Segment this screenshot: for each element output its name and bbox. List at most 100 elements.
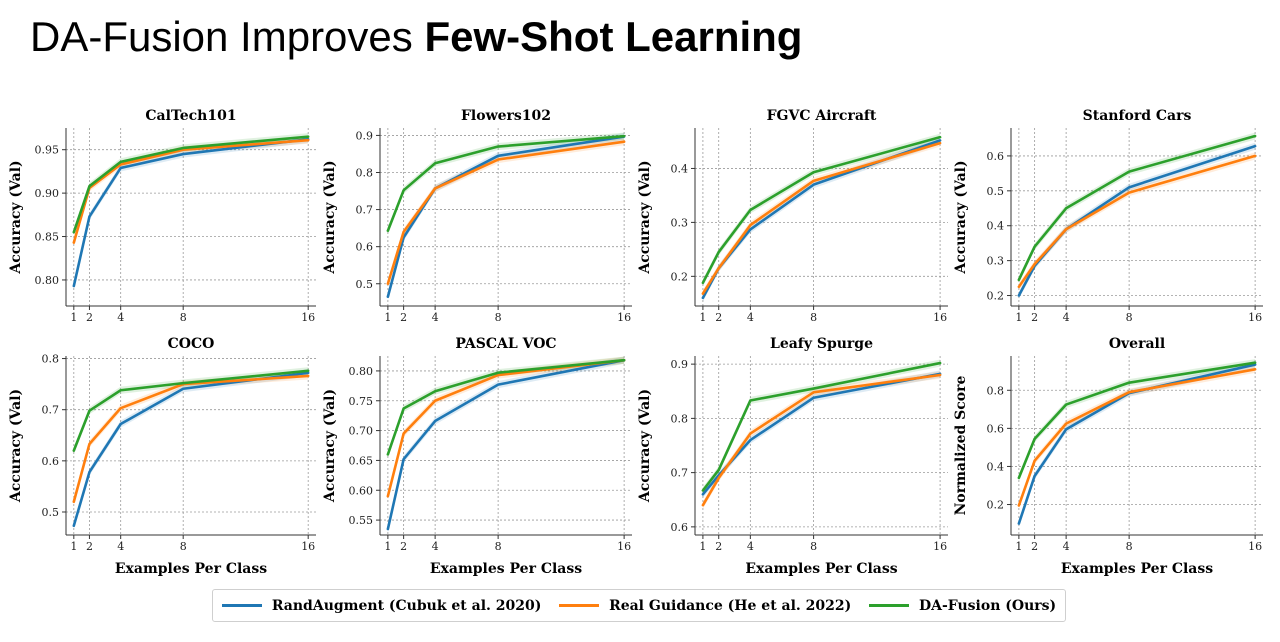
y-tick-label: 0.4 bbox=[987, 220, 1005, 233]
x-tick-label: 8 bbox=[180, 540, 187, 553]
y-axis-label: Accuracy (Val) bbox=[637, 160, 653, 274]
x-tick-label: 16 bbox=[1248, 540, 1262, 553]
y-tick-label: 0.7 bbox=[42, 404, 60, 417]
x-tick-label: 16 bbox=[617, 311, 631, 324]
slide-title: DA-Fusion Improves Few-Shot Learning bbox=[30, 13, 803, 60]
y-tick-label: 0.8 bbox=[671, 412, 689, 425]
y-tick-label: 0.2 bbox=[671, 270, 689, 283]
x-tick-label: 16 bbox=[301, 540, 315, 553]
chart-fgvc-aircraft: 0.2 0.3 0.4 1 2 4 8 16 FGVC Aircraft Accuracy (Va… bbox=[637, 108, 948, 324]
y-tick-label: 0.5 bbox=[356, 278, 374, 291]
band-overall-2 bbox=[1018, 359, 1256, 482]
y-tick-label: 0.8 bbox=[987, 384, 1005, 397]
y-tick-label: 0.55 bbox=[349, 514, 374, 527]
legend-swatch-randaugment bbox=[221, 604, 262, 607]
y-tick-label: 0.6 bbox=[987, 422, 1005, 435]
y-axis-label: Accuracy (Val) bbox=[637, 389, 653, 503]
x-tick-label: 16 bbox=[301, 311, 315, 324]
band-fgvc-aircraft-1 bbox=[702, 139, 941, 298]
y-axis-label: Accuracy (Val) bbox=[8, 160, 24, 274]
y-tick-label: 0.70 bbox=[349, 425, 374, 438]
x-tick-label: 8 bbox=[495, 540, 502, 553]
y-axis-label: Accuracy (Val) bbox=[322, 160, 338, 274]
series-line-caltech101-0 bbox=[72, 137, 310, 288]
x-tick-label: 1 bbox=[70, 311, 77, 324]
chart-caltech101: 0.80 0.85 0.90 0.95 1 2 4 8 16 CalTech101 Accuracy… bbox=[8, 108, 316, 324]
x-tick-label: 16 bbox=[933, 540, 947, 553]
y-tick-label: 0.3 bbox=[671, 216, 689, 229]
series-line-flowers102-1 bbox=[386, 140, 626, 286]
legend-swatch-da-fusion bbox=[868, 604, 909, 607]
series-line-pascal-voc-0 bbox=[386, 358, 626, 531]
series-line-fgvc-aircraft-0 bbox=[701, 139, 942, 300]
x-tick-label: 1 bbox=[70, 540, 77, 553]
y-tick-label: 0.75 bbox=[349, 395, 374, 408]
band-caltech101-0 bbox=[73, 135, 309, 290]
band-coco-1 bbox=[73, 372, 309, 506]
x-tick-label: 2 bbox=[400, 311, 407, 324]
chart-title: Leafy Spurge bbox=[770, 336, 873, 352]
legend: RandAugment (Cubuk et al. 2020) Real Gui… bbox=[212, 589, 1066, 622]
band-overall-0 bbox=[1018, 360, 1256, 528]
band-flowers102-2 bbox=[387, 132, 625, 235]
series-line-pascal-voc-1 bbox=[386, 358, 626, 498]
legend-label-da-fusion: DA-Fusion (Ours) bbox=[918, 597, 1057, 614]
series-line-stanford-cars-1 bbox=[1017, 154, 1257, 289]
x-tick-label: 4 bbox=[432, 540, 439, 553]
x-tick-label: 4 bbox=[117, 311, 124, 324]
x-tick-label: 1 bbox=[699, 540, 706, 553]
y-tick-label: 0.7 bbox=[356, 204, 374, 217]
x-tick-label: 2 bbox=[86, 540, 93, 553]
band-stanford-cars-1 bbox=[1018, 152, 1256, 291]
series-line-fgvc-aircraft-2 bbox=[701, 135, 942, 285]
series-line-leafy-spurge-1 bbox=[701, 373, 942, 507]
series-line-coco-2 bbox=[72, 369, 310, 452]
x-tick-label: 4 bbox=[432, 311, 439, 324]
legend-label-randaugment: RandAugment (Cubuk et al. 2020) bbox=[271, 597, 542, 614]
chart-title: FGVC Aircraft bbox=[767, 108, 877, 124]
y-tick-label: 0.6 bbox=[356, 241, 374, 254]
x-tick-label: 4 bbox=[117, 540, 124, 553]
x-tick-label: 1 bbox=[384, 311, 391, 324]
y-tick-label: 0.95 bbox=[35, 144, 60, 157]
x-tick-label: 8 bbox=[810, 540, 817, 553]
y-tick-label: 0.90 bbox=[35, 187, 60, 200]
x-axis-label: Examples Per Class bbox=[115, 561, 267, 577]
series-line-leafy-spurge-0 bbox=[701, 372, 942, 496]
y-tick-label: 0.3 bbox=[987, 255, 1005, 268]
band-pascal-voc-1 bbox=[387, 356, 625, 500]
slide-title-bold: Few-Shot Learning bbox=[424, 13, 803, 60]
x-tick-label: 8 bbox=[1126, 540, 1133, 553]
y-tick-label: 0.80 bbox=[349, 365, 374, 378]
y-axis-label: Normalized Score bbox=[953, 376, 969, 516]
y-tick-label: 0.4 bbox=[671, 162, 689, 175]
x-tick-label: 1 bbox=[1015, 311, 1022, 324]
chart-flowers102: 0.5 0.6 0.7 0.8 0.9 1 2 4 8 16 Flowers102 Accuracy … bbox=[322, 108, 632, 324]
y-tick-label: 0.6 bbox=[987, 150, 1005, 163]
x-tick-label: 8 bbox=[495, 311, 502, 324]
series-line-coco-1 bbox=[72, 374, 310, 504]
y-tick-label: 0.4 bbox=[987, 460, 1005, 473]
band-caltech101-1 bbox=[73, 136, 309, 247]
y-tick-label: 0.9 bbox=[356, 129, 374, 142]
series-line-overall-1 bbox=[1017, 368, 1257, 507]
y-tick-label: 0.2 bbox=[987, 290, 1005, 303]
chart-pascal-voc: 0.55 0.60 0.65 0.70 0.75 0.80 1 2 4 8 16 PASCAL VOC… bbox=[322, 336, 632, 577]
x-tick-label: 2 bbox=[1031, 311, 1038, 324]
x-tick-label: 1 bbox=[699, 311, 706, 324]
chart-coco: 0.5 0.6 0.7 0.8 1 2 4 8 16 COCO Accuracy (Val) Exam… bbox=[8, 336, 316, 577]
y-tick-label: 0.8 bbox=[356, 167, 374, 180]
series-line-leafy-spurge-2 bbox=[701, 361, 942, 492]
x-tick-label: 1 bbox=[384, 540, 391, 553]
legend-item-da-fusion: DA-Fusion (Ours) bbox=[868, 597, 1057, 614]
chart-overall: 0.2 0.4 0.6 0.8 1 2 4 8 16 Overall Normalized Scor… bbox=[953, 336, 1263, 577]
chart-title: Overall bbox=[1109, 336, 1165, 352]
x-tick-label: 4 bbox=[1063, 540, 1070, 553]
x-tick-label: 16 bbox=[617, 540, 631, 553]
series-line-overall-2 bbox=[1017, 361, 1257, 480]
series-line-caltech101-1 bbox=[72, 138, 310, 244]
x-tick-label: 2 bbox=[86, 311, 93, 324]
x-tick-label: 8 bbox=[1126, 311, 1133, 324]
y-tick-label: 0.85 bbox=[35, 231, 60, 244]
